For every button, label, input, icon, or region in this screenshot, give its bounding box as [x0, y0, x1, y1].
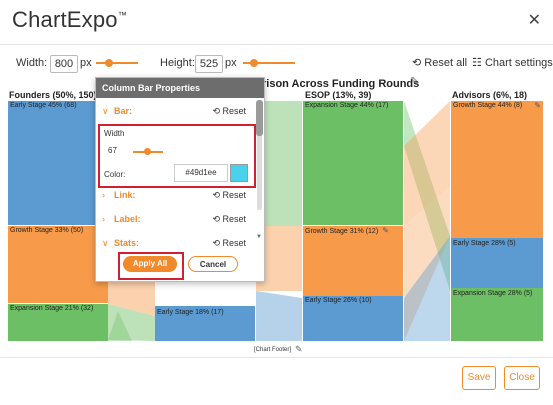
node-esop-growth[interactable]: Growth Stage 31% (12) ✎: [303, 226, 403, 296]
panel-scrollbar[interactable]: [257, 100, 262, 210]
height-input[interactable]: 525: [195, 55, 223, 73]
height-slider-knob[interactable]: [250, 59, 258, 67]
node-advisors-early[interactable]: Early Stage 28% (5): [451, 238, 543, 288]
width-slider-knob[interactable]: [105, 59, 113, 67]
apply-highlight: [118, 252, 184, 280]
bar-color-label: Color:: [104, 170, 126, 179]
chart-title[interactable]: rison Across Funding Rounds: [262, 78, 420, 90]
bar-width-label: Width: [104, 129, 125, 138]
column-title-esop: ESOP (13%, 39): [305, 90, 372, 100]
app-logo: ChartExpo™: [12, 7, 127, 32]
width-slider[interactable]: [96, 62, 138, 64]
label-chevron-icon[interactable]: ›: [102, 214, 105, 224]
scroll-down-icon[interactable]: ▼: [256, 234, 262, 240]
bar-width-slider-knob[interactable]: [144, 148, 151, 155]
column-bar-properties-panel: Column Bar Properties ▼ ∨ Bar: ⟲ Reset W…: [95, 77, 265, 282]
node-esop-expansion[interactable]: Expansion Stage 44% (17): [303, 101, 403, 225]
edit-title-icon[interactable]: ✎: [410, 76, 419, 87]
close-button[interactable]: Close: [504, 366, 540, 390]
node-col2-early[interactable]: Early Stage 18% (17): [155, 306, 255, 341]
link-section-label[interactable]: Link:: [114, 190, 136, 200]
width-label: Width:: [16, 57, 48, 69]
edit-node-icon[interactable]: ✎: [534, 101, 541, 110]
settings-icon: ☷: [472, 57, 482, 69]
bar-width-value[interactable]: 67: [108, 146, 117, 155]
chart-area: Founders (50%, 150) rison Across Funding…: [0, 76, 553, 356]
width-unit: px: [80, 57, 92, 69]
label-section-label[interactable]: Label:: [114, 214, 141, 224]
height-label: Height:: [160, 57, 195, 69]
panel-title: Column Bar Properties: [96, 78, 264, 98]
node-advisors-growth[interactable]: Growth Stage 44% (8) ✎: [451, 101, 543, 238]
apply-all-button[interactable]: Apply All: [123, 256, 177, 272]
node-founders-expansion[interactable]: Expansion Stage 21% (32): [8, 304, 108, 341]
column-title-founders: Founders (50%, 150): [9, 90, 97, 100]
node-esop-early[interactable]: Early Stage 26% (10): [303, 296, 403, 341]
column-title-advisors: Advisors (6%, 18): [452, 90, 528, 100]
header-divider: [0, 44, 553, 45]
node-founders-early[interactable]: Early Stage 45% (68): [8, 101, 108, 225]
bar-chevron-icon[interactable]: ∨: [102, 106, 109, 116]
reset-all-button[interactable]: ⟲ Reset all: [412, 57, 468, 69]
link-chevron-icon[interactable]: ›: [102, 190, 105, 200]
reset-icon: ⟲: [412, 57, 422, 69]
bar-section-label[interactable]: Bar:: [114, 106, 133, 116]
edit-node-icon[interactable]: ✎: [382, 226, 389, 235]
stats-reset-button[interactable]: ⟲ Reset: [212, 238, 246, 248]
sankey-links: [108, 101, 450, 341]
bar-color-swatch[interactable]: [230, 164, 248, 182]
width-input[interactable]: 800: [50, 55, 78, 73]
node-founders-growth[interactable]: Growth Stage 33% (50): [8, 226, 108, 303]
edit-footer-icon[interactable]: ✎: [295, 344, 303, 354]
cancel-button[interactable]: Cancel: [188, 256, 238, 272]
chart-settings-button[interactable]: ☷ Chart settings: [472, 57, 553, 69]
footer-divider: [0, 357, 553, 358]
label-reset-button[interactable]: ⟲ Reset: [212, 214, 246, 224]
height-unit: px: [225, 57, 237, 69]
stats-chevron-icon[interactable]: ∨: [102, 238, 109, 248]
bar-color-input[interactable]: #49d1ee: [174, 164, 228, 182]
panel-scrollbar-thumb[interactable]: [256, 100, 263, 136]
stats-section-label[interactable]: Stats:: [114, 238, 140, 248]
bar-settings-highlight: [98, 124, 256, 188]
close-icon[interactable]: ✕: [527, 12, 541, 29]
chart-footer[interactable]: [Chart Footer]: [254, 347, 292, 353]
height-slider[interactable]: [243, 62, 295, 64]
node-advisors-expansion[interactable]: Expansion Stage 28% (5): [451, 288, 543, 341]
link-reset-button[interactable]: ⟲ Reset: [212, 190, 246, 200]
save-button[interactable]: Save: [462, 366, 496, 390]
bar-reset-button[interactable]: ⟲ Reset: [212, 106, 246, 116]
